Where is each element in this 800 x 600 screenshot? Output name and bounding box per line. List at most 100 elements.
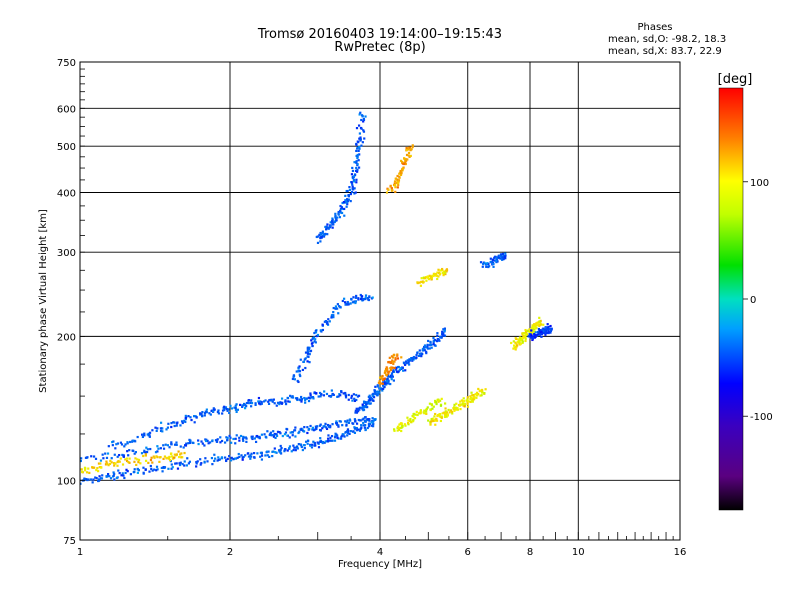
data-point	[170, 441, 173, 444]
data-point	[437, 400, 440, 403]
data-point	[266, 454, 269, 457]
data-point	[339, 211, 342, 214]
data-point	[331, 218, 334, 221]
data-point	[114, 447, 117, 450]
data-point	[355, 161, 358, 164]
data-point	[407, 423, 410, 426]
data-point	[220, 456, 224, 459]
data-point	[443, 327, 446, 330]
data-point	[538, 333, 541, 336]
data-point	[349, 430, 352, 433]
data-point	[418, 349, 421, 352]
data-point	[332, 306, 335, 310]
data-point	[504, 257, 507, 260]
data-point	[424, 346, 428, 349]
data-point	[80, 457, 83, 460]
data-point	[306, 346, 310, 349]
data-point	[343, 207, 346, 211]
data-point	[170, 421, 173, 425]
data-point	[160, 466, 163, 470]
data-point	[426, 343, 429, 346]
data-point	[113, 472, 116, 476]
data-point	[432, 336, 435, 340]
data-point	[270, 399, 273, 402]
data-point	[531, 338, 534, 342]
data-point	[369, 399, 372, 402]
data-point	[477, 392, 480, 396]
data-point	[286, 396, 289, 400]
data-point	[99, 462, 102, 465]
data-point	[360, 144, 363, 147]
data-point	[238, 455, 241, 459]
data-point	[260, 402, 263, 405]
data-point	[275, 434, 279, 438]
data-point	[481, 265, 484, 268]
data-point	[329, 439, 332, 442]
data-point	[175, 462, 178, 465]
data-point	[246, 452, 249, 455]
data-point	[328, 320, 331, 323]
data-point	[235, 403, 238, 406]
data-point	[426, 345, 429, 348]
data-point	[399, 367, 402, 370]
data-point	[472, 398, 475, 401]
data-point	[272, 450, 275, 453]
data-point	[397, 365, 400, 369]
data-point	[395, 181, 399, 184]
data-point	[426, 406, 429, 409]
data-point	[356, 146, 359, 149]
data-point	[423, 349, 426, 352]
data-point	[241, 456, 244, 459]
data-point	[404, 360, 408, 363]
data-point	[352, 175, 355, 178]
data-point	[304, 440, 308, 443]
data-point	[462, 404, 465, 407]
data-point	[325, 392, 329, 396]
data-point	[356, 153, 359, 157]
data-point	[228, 454, 231, 458]
data-point	[382, 381, 385, 384]
data-point	[338, 209, 342, 212]
data-point	[374, 392, 377, 395]
data-point	[192, 415, 196, 418]
stats-line-x: mean, sd,X: 83.7, 22.9	[608, 46, 722, 57]
data-point	[320, 235, 323, 239]
data-point	[179, 424, 182, 427]
data-point	[239, 434, 243, 438]
data-point	[173, 443, 177, 446]
data-point	[201, 414, 204, 417]
data-point	[131, 439, 134, 442]
data-point	[360, 424, 363, 427]
data-point	[443, 415, 447, 419]
data-point	[184, 444, 188, 447]
data-point	[83, 478, 86, 481]
data-point	[227, 408, 230, 411]
data-point	[344, 420, 347, 423]
data-point	[334, 217, 338, 220]
data-point	[102, 457, 105, 460]
data-point	[142, 454, 145, 458]
data-point	[361, 141, 364, 144]
data-point	[393, 429, 396, 432]
data-point	[346, 203, 349, 206]
data-point	[170, 467, 173, 470]
data-point	[170, 452, 173, 455]
data-point	[495, 256, 498, 259]
data-point	[504, 254, 507, 257]
data-point	[120, 443, 124, 446]
data-point	[189, 439, 192, 442]
data-point	[441, 330, 444, 333]
data-point	[152, 455, 155, 458]
data-point	[358, 153, 361, 156]
data-point	[347, 431, 350, 435]
data-point	[539, 322, 542, 325]
data-point	[216, 459, 219, 462]
data-point	[121, 472, 124, 475]
data-point	[117, 469, 120, 472]
data-point	[337, 395, 340, 398]
data-point	[148, 431, 152, 434]
data-point	[255, 434, 259, 438]
data-point	[312, 440, 315, 443]
data-point	[351, 301, 355, 304]
data-point	[430, 343, 433, 346]
